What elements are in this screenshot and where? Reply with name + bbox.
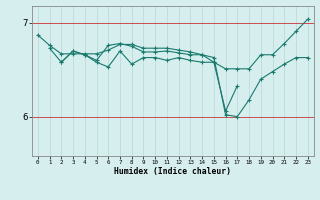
X-axis label: Humidex (Indice chaleur): Humidex (Indice chaleur) xyxy=(114,167,231,176)
